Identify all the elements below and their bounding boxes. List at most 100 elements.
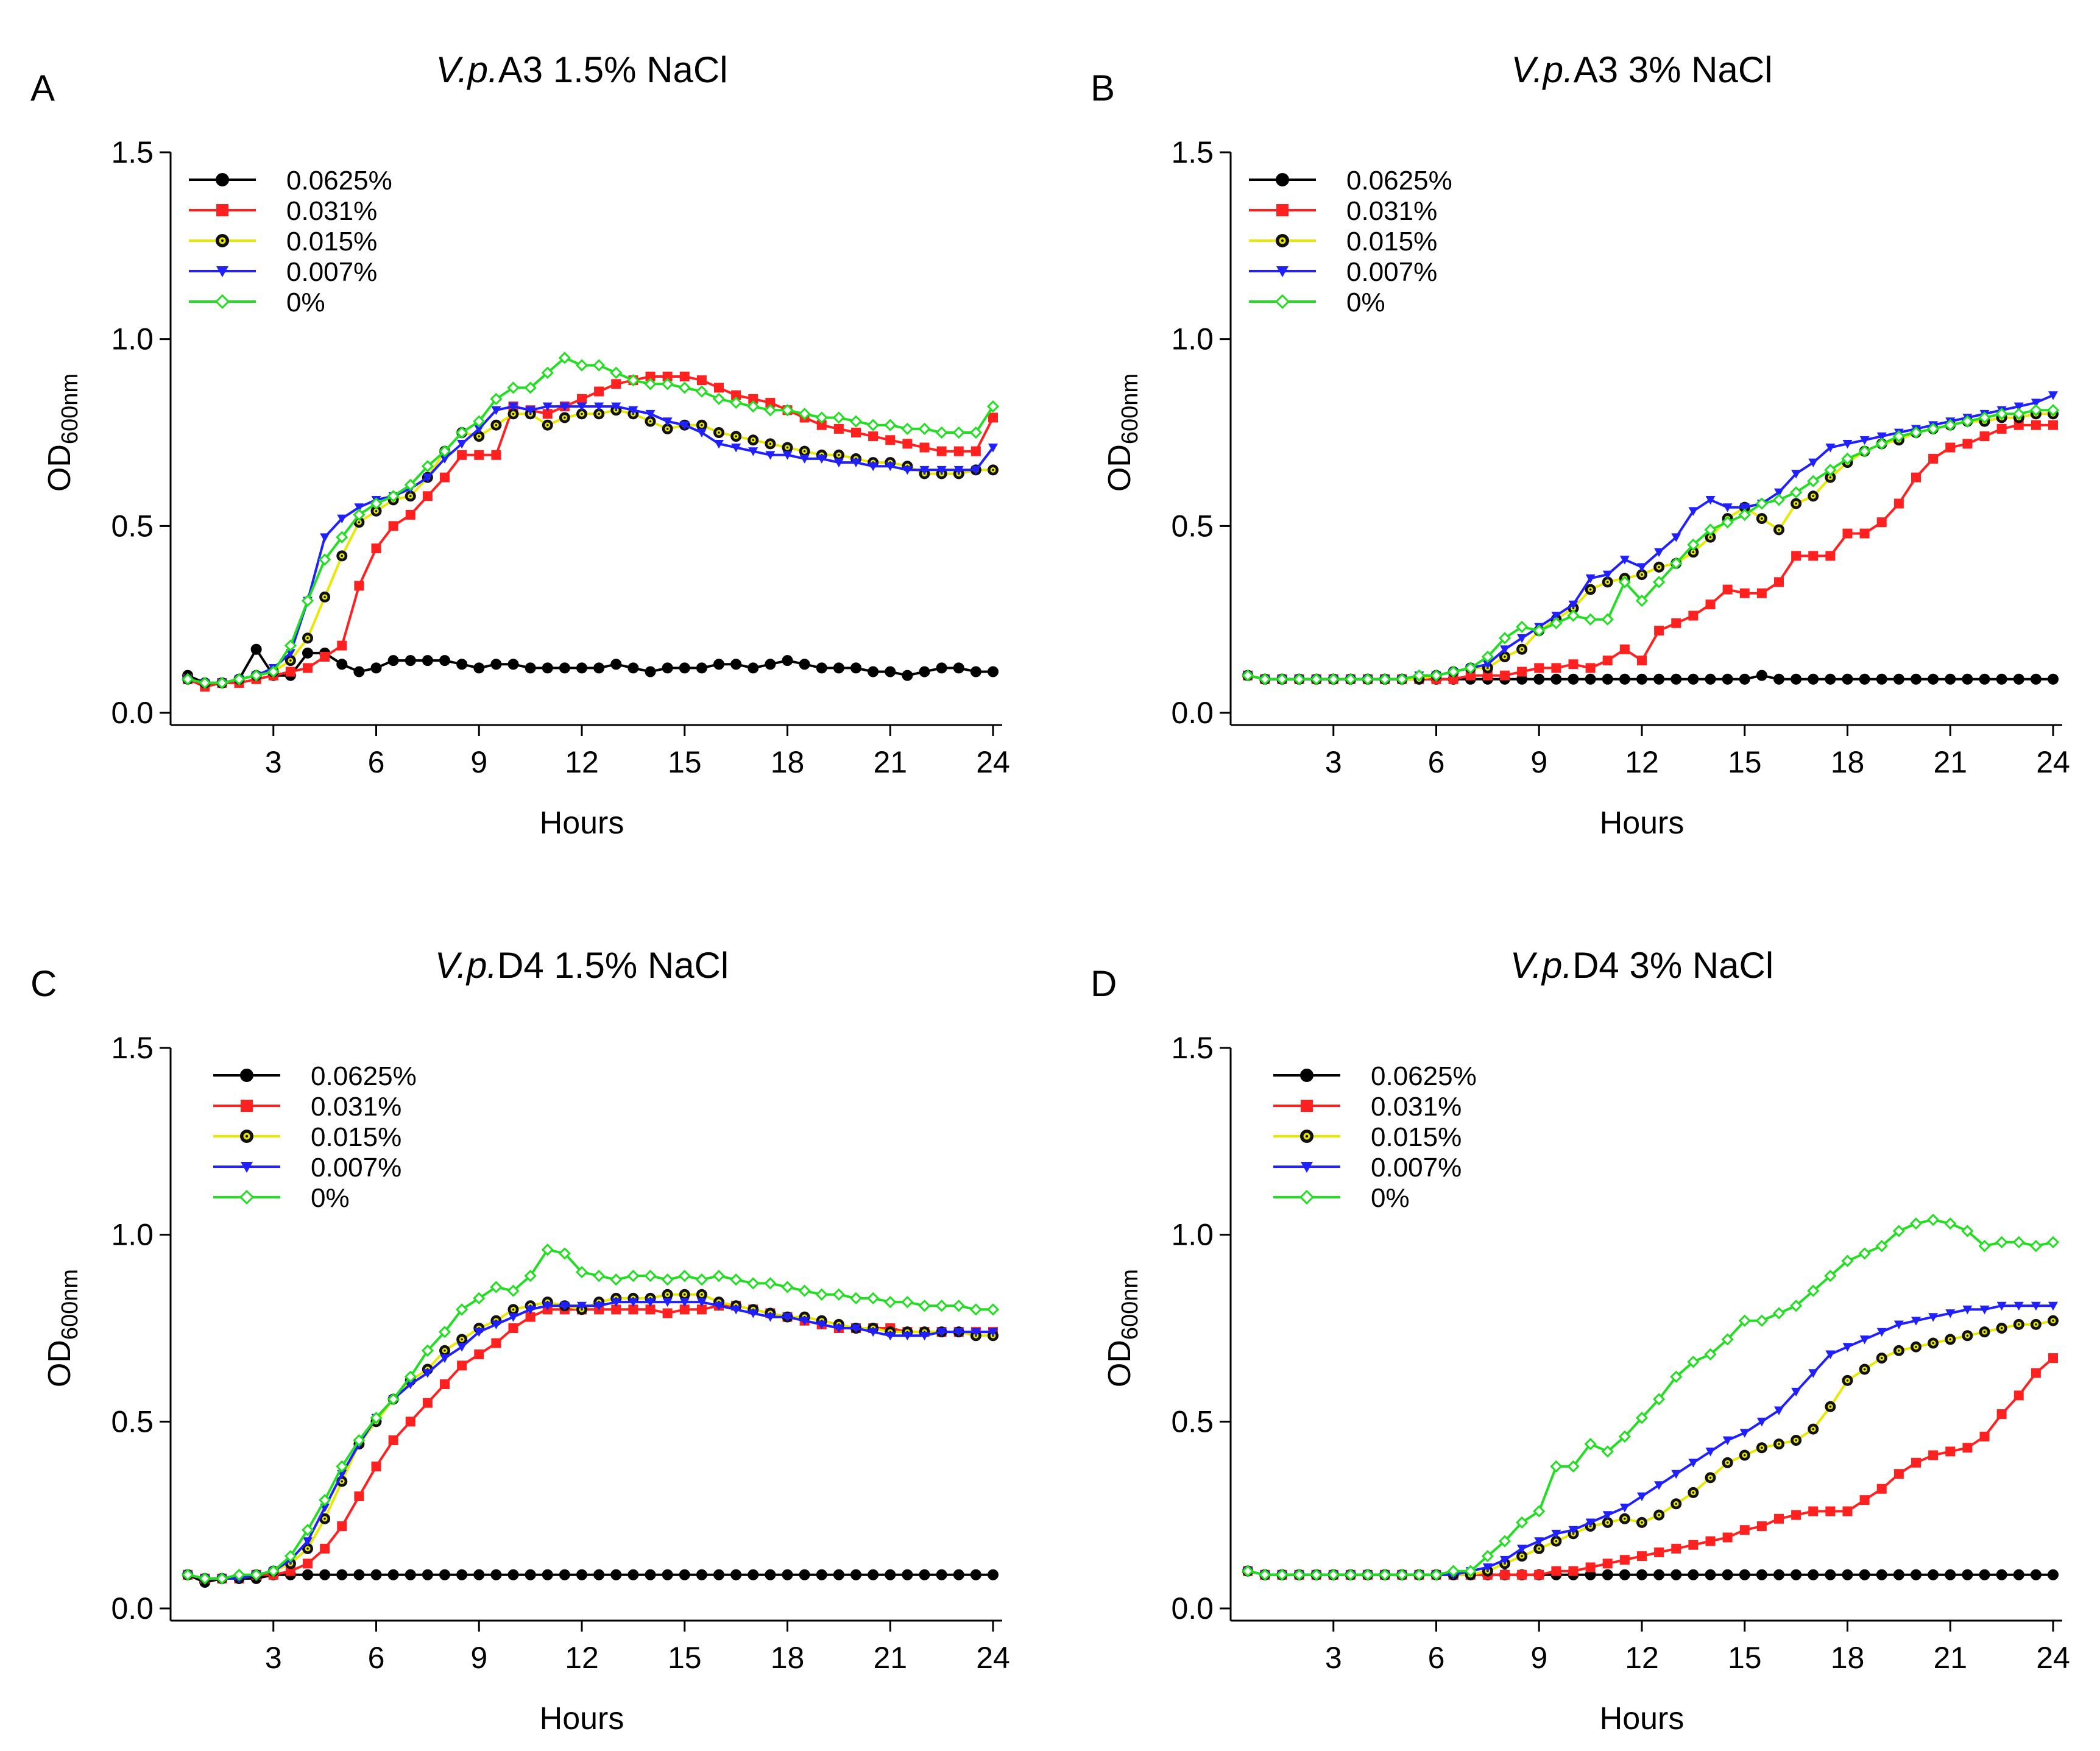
data-point [781, 404, 794, 417]
x-tick-label: 3 [265, 745, 282, 779]
data-point [1909, 1217, 1923, 1230]
data-point [319, 591, 331, 603]
data-point [1772, 1307, 1786, 1320]
data-point [799, 1569, 810, 1580]
chart-title-italic: V.p. [1511, 49, 1573, 90]
data-point [575, 1265, 589, 1279]
data-point [645, 409, 656, 419]
data-point [285, 655, 296, 667]
legend-item: 0.031% [1273, 1092, 1462, 1122]
data-point [1654, 548, 1664, 557]
data-point [1276, 673, 1289, 685]
data-point [953, 1328, 964, 1337]
data-point [696, 428, 707, 437]
x-tick-label: 6 [368, 1641, 385, 1675]
data-point [1636, 1569, 1647, 1580]
data-point [1671, 533, 1681, 542]
data-point [422, 1398, 433, 1408]
data-point [902, 1569, 913, 1580]
chart-title-italic: V.p. [436, 49, 498, 90]
data-point [799, 659, 810, 670]
data-point [388, 521, 398, 531]
data-point [301, 594, 314, 607]
data-point [919, 442, 930, 453]
data-point [593, 359, 606, 372]
data-point [1379, 673, 1391, 685]
data-point [1911, 1341, 1921, 1353]
data-point [457, 450, 467, 460]
data-point [1738, 508, 1751, 522]
data-point [1688, 1459, 1699, 1468]
data-point [1774, 1406, 1784, 1415]
data-point [490, 659, 502, 670]
data-point [1396, 673, 1409, 685]
x-tick-label: 12 [1625, 745, 1659, 779]
data-point [953, 662, 964, 674]
data-point [1293, 1568, 1306, 1581]
data-point [1738, 1314, 1751, 1327]
data-point [2013, 402, 2024, 412]
data-point [593, 1569, 605, 1580]
series-4 [1242, 1214, 2060, 1581]
data-point [1500, 1555, 1510, 1565]
chart-title-italic: V.p. [435, 945, 497, 986]
data-point [1876, 1484, 1887, 1494]
data-point [713, 427, 724, 438]
data-point [474, 425, 484, 434]
data-point [611, 402, 621, 412]
legend-label: 0.031% [1371, 1092, 1462, 1122]
data-point [1978, 1239, 1991, 1253]
data-point [628, 1569, 639, 1580]
series-2 [182, 405, 999, 688]
x-tick-label: 12 [565, 745, 599, 779]
data-point [730, 396, 743, 409]
data-point [1619, 1555, 1630, 1565]
data-point [868, 431, 879, 442]
data-point [644, 1270, 657, 1282]
data-point [610, 366, 623, 379]
data-point [1654, 1548, 1664, 1557]
panel-d: D V.p.D4 3% NaCl 0.0 0.5 1.0 1.5 3 6 9 12 15 18 21 24… [1091, 945, 2070, 1736]
legend-label: 0.007% [286, 257, 377, 287]
data-point [1635, 1412, 1649, 1424]
data-point [1670, 673, 1682, 685]
data-point [935, 426, 948, 439]
data-point [748, 1569, 759, 1580]
data-point [1481, 650, 1494, 663]
data-point [457, 1360, 467, 1371]
data-point [1962, 1305, 1973, 1315]
data-point [1875, 1239, 1888, 1253]
data-point [1876, 673, 1887, 685]
data-point [1962, 1330, 1973, 1342]
series-line [1247, 1319, 2054, 1576]
data-point [1567, 1460, 1580, 1473]
data-point [1534, 1569, 1544, 1580]
data-point [456, 426, 468, 439]
data-point [440, 455, 450, 464]
data-point [1688, 1569, 1699, 1580]
data-point [1945, 1334, 1956, 1345]
data-point [1739, 588, 1750, 598]
data-point [851, 458, 861, 468]
data-point [2048, 1569, 2059, 1580]
data-point [1825, 551, 1836, 561]
data-point [1755, 497, 1768, 510]
data-point [405, 509, 415, 520]
data-point [2013, 673, 2024, 685]
series-line [1247, 394, 2054, 681]
data-point [1722, 1457, 1733, 1468]
data-point [748, 394, 758, 404]
data-point [320, 1543, 330, 1554]
data-point [730, 659, 742, 670]
data-point [952, 426, 965, 439]
legend-item: 0.015% [189, 227, 377, 256]
series-3 [183, 1298, 998, 1583]
data-point [2013, 1390, 2024, 1401]
legend-marker [216, 204, 228, 216]
data-point [1721, 516, 1734, 529]
data-point [851, 1324, 861, 1333]
x-tick-label: 18 [771, 745, 805, 779]
data-point [370, 505, 382, 517]
data-point [901, 422, 914, 435]
data-point [405, 655, 416, 667]
